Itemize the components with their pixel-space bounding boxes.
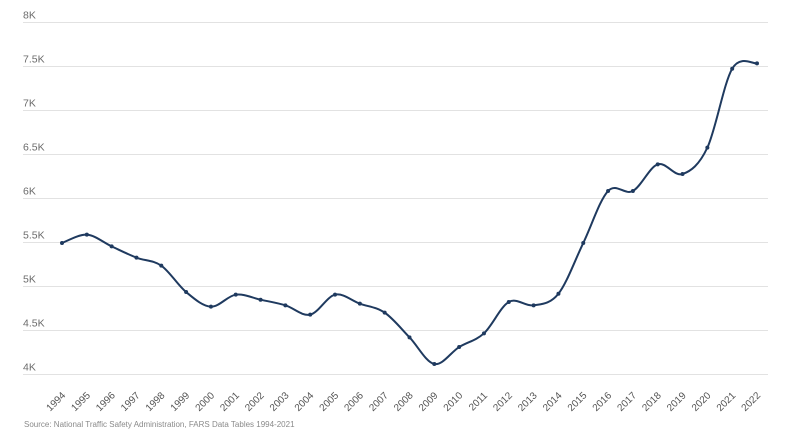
x-tick-label: 2005 xyxy=(318,390,342,414)
x-tick-label: 2001 xyxy=(218,390,242,414)
source-note: Source: National Traffic Safety Administ… xyxy=(24,420,295,429)
series-line xyxy=(61,60,758,366)
data-point-2011 xyxy=(481,331,486,336)
x-tick-label: 2000 xyxy=(194,390,218,414)
x-tick-label: 2011 xyxy=(467,390,490,413)
y-tick-label: 5K xyxy=(23,274,36,286)
data-point-1999 xyxy=(184,290,189,295)
x-tick-label: 2020 xyxy=(690,390,714,414)
data-point-2004 xyxy=(308,312,313,317)
data-point-2006 xyxy=(357,301,362,306)
data-point-2022 xyxy=(755,61,759,66)
data-point-2000 xyxy=(208,304,213,309)
x-tick-label: 1996 xyxy=(94,390,118,414)
y-tick-label: 7K xyxy=(23,98,36,110)
y-axis-ticks: 4K 4.5K 5K 5.5K 6K 6.5K 7K 7.5K 8K xyxy=(23,10,45,374)
x-tick-label: 2016 xyxy=(591,390,615,414)
data-point-2003 xyxy=(283,303,288,308)
data-point-1997 xyxy=(134,255,139,260)
data-point-2014 xyxy=(556,291,561,296)
x-tick-label: 2006 xyxy=(342,390,366,414)
y-tick-label: 4.5K xyxy=(23,318,45,330)
data-point-1996 xyxy=(109,244,114,249)
x-tick-label: 2012 xyxy=(491,390,515,414)
data-point-2001 xyxy=(233,292,238,297)
x-tick-label: 2008 xyxy=(392,390,416,414)
x-tick-label: 2004 xyxy=(293,390,317,414)
x-tick-label: 2009 xyxy=(417,390,441,414)
data-point-2017 xyxy=(630,189,635,194)
data-point-2018 xyxy=(655,162,660,167)
x-tick-label: 1994 xyxy=(45,390,69,414)
x-tick-label: 2015 xyxy=(566,390,590,414)
x-tick-label: 2007 xyxy=(367,390,391,414)
x-tick-label: 2002 xyxy=(243,390,267,414)
data-point-2015 xyxy=(581,241,586,246)
data-point-1994 xyxy=(60,241,64,246)
data-point-2013 xyxy=(531,303,536,308)
x-tick-label: 2014 xyxy=(541,390,565,414)
x-tick-label: 1999 xyxy=(169,390,193,414)
data-point-2007 xyxy=(382,310,387,315)
data-point-2002 xyxy=(258,297,263,302)
data-point-2021 xyxy=(730,66,735,71)
data-point-1998 xyxy=(159,263,164,268)
data-point-2019 xyxy=(680,172,685,177)
x-tick-label: 1995 xyxy=(69,390,93,414)
y-tick-label: 8K xyxy=(23,10,36,22)
data-point-2016 xyxy=(606,189,611,194)
x-tick-label: 2017 xyxy=(616,390,640,414)
data-point-2008 xyxy=(407,335,412,340)
x-tick-label: 2013 xyxy=(516,390,540,414)
y-tick-label: 5.5K xyxy=(23,230,45,242)
y-tick-label: 7.5K xyxy=(23,54,45,66)
x-axis-ticks: 1994 1995 1996 1997 1998 1999 2000 2001 2002 2003… xyxy=(45,390,764,414)
x-tick-label: 2003 xyxy=(268,390,292,414)
data-point-2012 xyxy=(506,299,511,304)
x-tick-label: 2010 xyxy=(442,390,466,414)
data-point-2009 xyxy=(432,362,437,367)
data-point-2005 xyxy=(333,292,338,297)
y-tick-label: 4K xyxy=(23,362,36,374)
data-point-2010 xyxy=(457,345,462,350)
gridlines xyxy=(23,22,768,375)
data-point-1995 xyxy=(84,232,89,237)
x-tick-label: 1998 xyxy=(144,390,168,414)
x-tick-label: 1997 xyxy=(119,390,143,414)
x-tick-label: 2018 xyxy=(640,390,664,414)
x-tick-label: 2019 xyxy=(665,390,689,414)
y-tick-label: 6K xyxy=(23,186,36,198)
data-point-2020 xyxy=(705,145,710,150)
x-tick-label: 2021 xyxy=(715,390,739,414)
y-tick-label: 6.5K xyxy=(23,142,45,154)
x-tick-label: 2022 xyxy=(740,390,764,414)
data-points xyxy=(60,61,759,367)
